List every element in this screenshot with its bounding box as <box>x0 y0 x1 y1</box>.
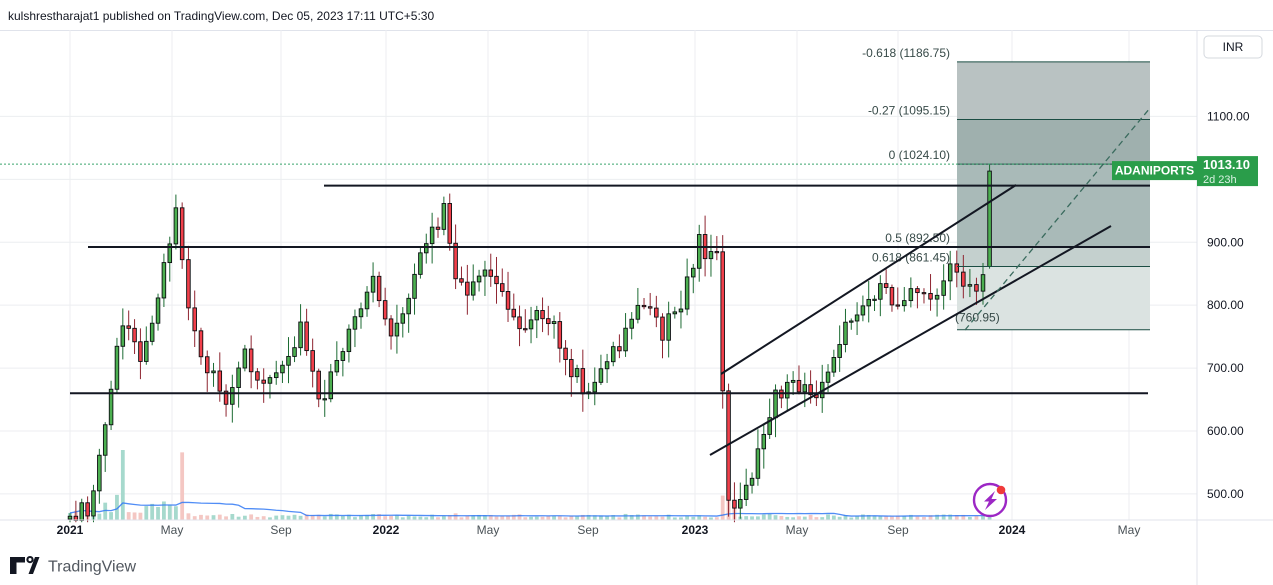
svg-text:INR: INR <box>1223 40 1244 54</box>
svg-text:1013.10: 1013.10 <box>1203 157 1250 172</box>
svg-text:Sep: Sep <box>887 523 909 537</box>
svg-text:Sep: Sep <box>270 523 292 537</box>
svg-text:May: May <box>161 523 184 537</box>
svg-text:2022: 2022 <box>373 523 400 537</box>
svg-text:-0.618 (1186.75): -0.618 (1186.75) <box>862 46 950 60</box>
svg-text:1100.00: 1100.00 <box>1207 109 1250 123</box>
svg-text:2021: 2021 <box>57 523 84 537</box>
svg-text:900.00: 900.00 <box>1207 235 1244 249</box>
svg-text:800.00: 800.00 <box>1207 298 1244 312</box>
svg-text:0 (1024.10): 0 (1024.10) <box>889 148 950 162</box>
svg-text:ADANIPORTS: ADANIPORTS <box>1115 164 1194 178</box>
svg-text:May: May <box>477 523 500 537</box>
svg-text:500.00: 500.00 <box>1207 487 1244 501</box>
svg-text:Sep: Sep <box>577 523 599 537</box>
svg-text:700.00: 700.00 <box>1207 361 1244 375</box>
svg-text:600.00: 600.00 <box>1207 424 1244 438</box>
svg-text:2023: 2023 <box>682 523 709 537</box>
svg-text:May: May <box>1118 523 1141 537</box>
svg-text:May: May <box>786 523 809 537</box>
svg-text:2d 23h: 2d 23h <box>1203 174 1237 186</box>
svg-text:(760.95): (760.95) <box>955 311 1000 325</box>
svg-text:TradingView: TradingView <box>48 559 136 576</box>
svg-text:-0.27 (1095.15): -0.27 (1095.15) <box>868 103 950 117</box>
svg-text:2024: 2024 <box>999 523 1026 537</box>
